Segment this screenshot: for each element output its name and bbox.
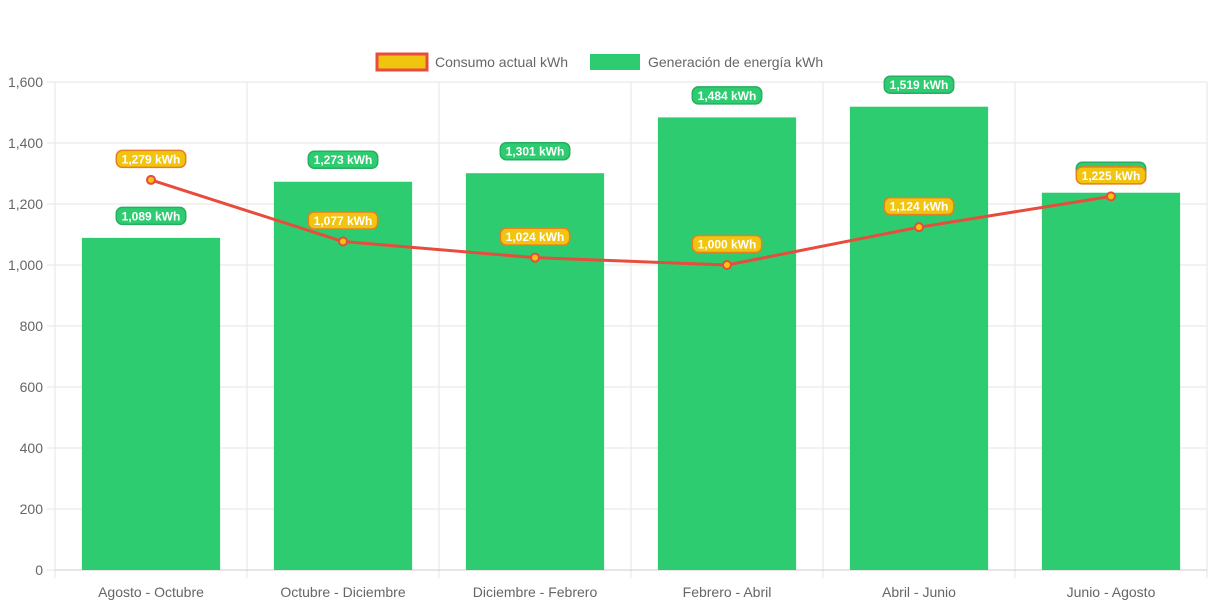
x-tick-label: Abril - Junio bbox=[882, 584, 956, 600]
generation-bar bbox=[1041, 192, 1181, 570]
bar-data-label: 1,301 kWh bbox=[499, 141, 571, 161]
grid-lines bbox=[47, 81, 1208, 578]
line-data-label-text: 1,225 kWh bbox=[1082, 169, 1141, 183]
legend-label-consumption: Consumo actual kWh bbox=[435, 54, 568, 70]
line-data-label-bg bbox=[499, 227, 571, 246]
consumption-point bbox=[914, 222, 924, 233]
line-data-label-text: 1,024 kWh bbox=[506, 230, 565, 244]
line-data-label-text: 1,000 kWh bbox=[698, 238, 757, 252]
line-data-label-bg bbox=[115, 149, 187, 169]
line-data-label-bg bbox=[1075, 166, 1147, 185]
y-tick-label: 1,400 bbox=[8, 135, 43, 151]
consumption-point bbox=[338, 236, 348, 247]
consumption-point bbox=[530, 252, 540, 263]
line-data-label-text: 1,124 kWh bbox=[890, 200, 949, 214]
legend: Consumo actual kWh Generación de energía … bbox=[375, 52, 823, 72]
line-data-label-bg bbox=[691, 234, 763, 254]
line-data-label-bg bbox=[307, 211, 379, 230]
x-tick-label: Diciembre - Febrero bbox=[473, 584, 598, 600]
bar-data-label-bg bbox=[307, 150, 379, 169]
bar-data-label-text: 1,273 kWh bbox=[314, 153, 373, 167]
consumption-point bbox=[146, 174, 156, 185]
y-tick-label: 600 bbox=[20, 379, 44, 395]
y-tick-label: 0 bbox=[35, 562, 43, 578]
bar-data-label-text: 1,519 kWh bbox=[890, 78, 949, 92]
bar-data-label-text: 1,089 kWh bbox=[122, 209, 181, 223]
legend-swatch-generation bbox=[590, 54, 640, 70]
line-data-label-bg bbox=[883, 196, 955, 216]
x-tick-label: Octubre - Diciembre bbox=[280, 584, 405, 600]
y-tick-label: 800 bbox=[20, 318, 44, 334]
bar-data-label: 1,519 kWh bbox=[883, 75, 955, 94]
data-labels: 1,089 kWh 1,273 kWh 1,301 kWh 1,484 kWh 1,51… bbox=[115, 75, 1147, 254]
y-tick-label: 200 bbox=[20, 501, 44, 517]
legend-label-generation: Generación de energía kWh bbox=[648, 54, 823, 70]
bar-data-label: 1,484 kWh bbox=[691, 86, 763, 105]
y-tick-label: 400 bbox=[20, 440, 44, 456]
generation-bar bbox=[81, 237, 221, 571]
legend-swatch-consumption bbox=[375, 52, 429, 72]
line-data-label: 1,024 kWh bbox=[499, 227, 571, 246]
x-tick-label: Junio - Agosto bbox=[1067, 584, 1156, 600]
consumption-point bbox=[1106, 191, 1116, 202]
y-tick-label: 1,600 bbox=[8, 74, 43, 90]
line-data-label: 1,077 kWh bbox=[307, 211, 379, 230]
x-tick-label: Febrero - Abril bbox=[683, 584, 772, 600]
line-data-label: 1,124 kWh bbox=[883, 196, 955, 216]
bar-data-label-bg bbox=[499, 141, 571, 161]
bar-data-label-text: 1,484 kWh bbox=[698, 89, 757, 103]
line-data-label: 1,279 kWh bbox=[115, 149, 187, 169]
consumption-line bbox=[146, 174, 1116, 270]
line-data-label-text: 1,279 kWh bbox=[122, 152, 181, 166]
bar-data-label-bg bbox=[691, 86, 763, 105]
y-tick-label: 1,000 bbox=[8, 257, 43, 273]
bar-data-label: 1,273 kWh bbox=[307, 150, 379, 169]
axes: 0 200 400 600 800 1,000 1,200 1,400 1,600 Agosto … bbox=[8, 74, 1207, 600]
line-data-label: 1,225 kWh bbox=[1075, 166, 1147, 185]
line-data-label: 1,000 kWh bbox=[691, 234, 763, 254]
bar-data-label-bg bbox=[883, 75, 955, 94]
bar-data-label: 1,089 kWh bbox=[115, 206, 187, 226]
generation-bar bbox=[657, 117, 797, 570]
consumption-line-path bbox=[150, 178, 1112, 267]
x-tick-label: Agosto - Octubre bbox=[98, 584, 204, 600]
line-data-label-text: 1,077 kWh bbox=[314, 214, 373, 228]
bar-data-label-text: 1,301 kWh bbox=[506, 145, 565, 159]
generation-bar bbox=[849, 106, 989, 570]
consumption-point bbox=[722, 260, 732, 270]
y-tick-label: 1,200 bbox=[8, 196, 43, 212]
bar-data-label-bg bbox=[115, 206, 187, 226]
